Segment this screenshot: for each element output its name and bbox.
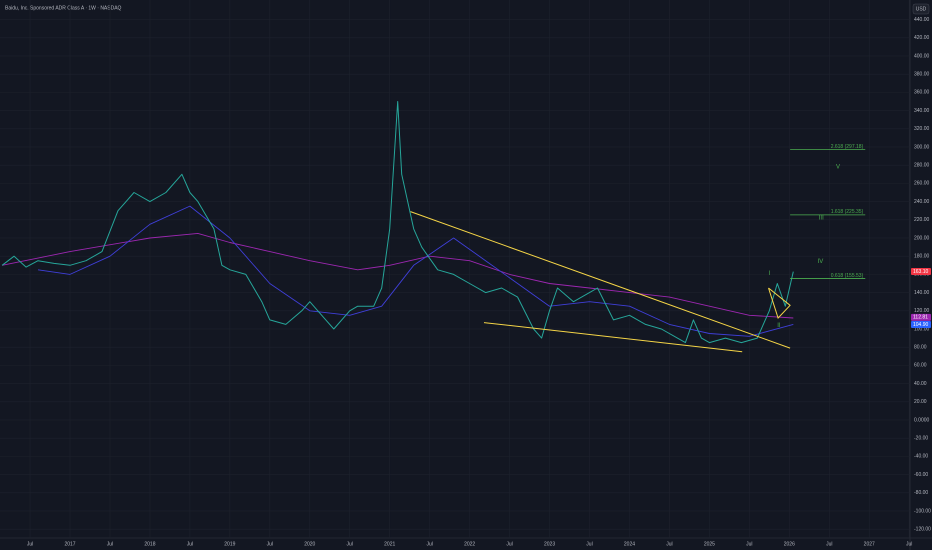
y-tick-label: 400.00 [914, 53, 930, 59]
x-tick-label: 2023 [544, 541, 555, 547]
price-tag [911, 321, 931, 329]
trendline [483, 322, 743, 353]
x-tick-label: Jul [347, 541, 353, 547]
y-tick-label: -100.00 [914, 508, 931, 514]
y-tick-label: -20.00 [914, 435, 928, 441]
y-tick-label: 100.00 [914, 326, 930, 332]
y-tick-label: -80.00 [914, 490, 928, 496]
wave-label: V [836, 165, 840, 171]
x-tick-label: Jul [826, 541, 832, 547]
fib-label: 0.618 (155.53) [831, 273, 864, 279]
x-tick-label: 2021 [384, 541, 395, 547]
x-tick-label: 2025 [704, 541, 715, 547]
price-tag [911, 313, 931, 321]
fib-label: 2.618 (297.18) [831, 144, 864, 150]
y-tick-label: 320.00 [914, 126, 930, 132]
y-tick-label: 180.00 [914, 253, 930, 259]
wave-label: II [777, 323, 781, 329]
y-tick-label: -40.00 [914, 454, 928, 460]
moving-average [37, 205, 794, 337]
x-tick-label: Jul [267, 541, 273, 547]
y-tick-label: 260.00 [914, 181, 930, 187]
price-line [1, 101, 794, 344]
wave-label: IV [818, 259, 824, 265]
y-tick-label: -60.00 [914, 472, 928, 478]
y-tick-label: 340.00 [914, 108, 930, 114]
price-tag [911, 268, 931, 276]
moving-average [2, 232, 794, 319]
x-tick-label: 2020 [304, 541, 315, 547]
y-tick-label: -120.00 [914, 527, 931, 533]
x-tick-label: 2017 [64, 541, 75, 547]
x-tick-label: 2027 [864, 541, 875, 547]
x-tick-label: 2022 [464, 541, 475, 547]
x-tick-label: Jul [746, 541, 752, 547]
x-tick-label: Jul [107, 541, 113, 547]
price-tag-label: 112.81 [913, 315, 928, 321]
y-tick-label: 0.0000 [914, 417, 930, 423]
y-tick-label: 140.00 [914, 290, 930, 296]
wave-label: III [819, 216, 824, 222]
y-tick-label: 360.00 [914, 90, 930, 96]
x-tick-label: Jul [506, 541, 512, 547]
y-tick-label: 120.00 [914, 308, 930, 314]
y-tick-label: 40.00 [914, 381, 927, 387]
currency-label[interactable]: USD [916, 6, 927, 12]
x-tick-label: Jul [187, 541, 193, 547]
x-tick-label: 2018 [144, 541, 155, 547]
x-tick-label: Jul [426, 541, 432, 547]
x-tick-label: Jul [666, 541, 672, 547]
y-tick-label: 240.00 [914, 199, 930, 205]
x-tick-label: 2024 [624, 541, 635, 547]
currency-box[interactable] [912, 3, 930, 15]
trendline [410, 211, 791, 349]
y-tick-label: 220.00 [914, 217, 930, 223]
y-tick-label: 440.00 [914, 17, 930, 23]
wave-label: I [769, 271, 771, 277]
y-tick-label: 20.00 [914, 399, 927, 405]
y-tick-label: 280.00 [914, 162, 930, 168]
y-tick-label: 60.00 [914, 363, 927, 369]
x-tick-label: Jul [906, 541, 912, 547]
x-tick-label: Jul [586, 541, 592, 547]
x-tick-label: 2019 [224, 541, 235, 547]
price-tag-label: 163.10 [913, 269, 929, 275]
y-tick-label: 420.00 [914, 35, 930, 41]
trendline [768, 287, 791, 319]
chart-title: Baidu, Inc. Sponsored ADR Class A · 1W ·… [5, 5, 122, 11]
fib-label: 1.618 (225.35) [831, 209, 864, 215]
y-tick-label: 380.00 [914, 71, 930, 77]
price-tag-label: 104.90 [913, 322, 929, 328]
y-tick-label: 300.00 [914, 144, 930, 150]
y-tick-label: 80.00 [914, 344, 927, 350]
x-tick-label: 2026 [784, 541, 795, 547]
y-tick-label: 200.00 [914, 235, 930, 241]
x-tick-label: Jul [27, 541, 33, 547]
